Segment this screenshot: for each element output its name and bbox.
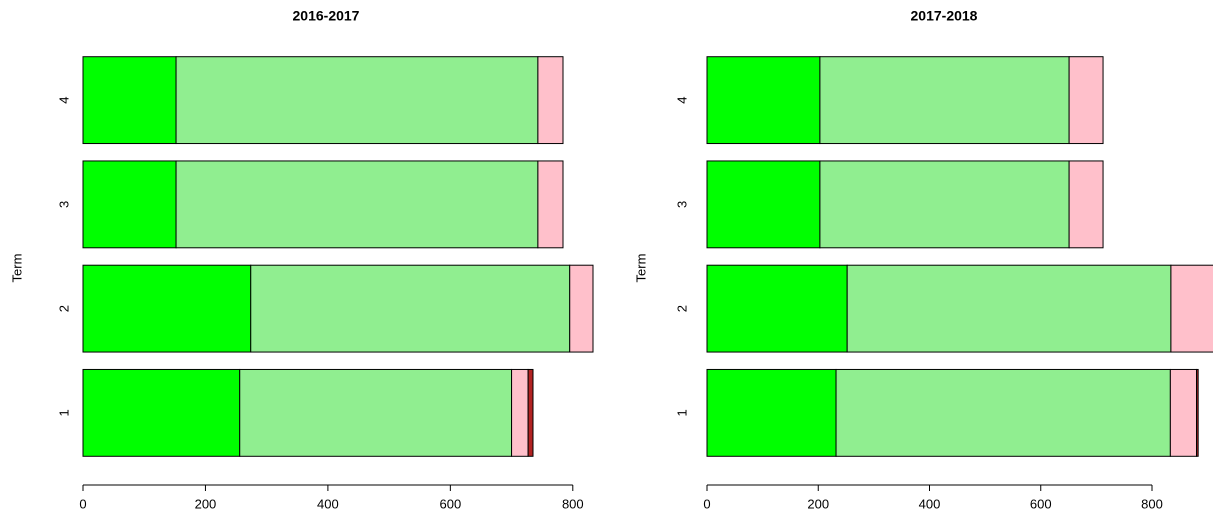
- bar-segment: [537, 160, 564, 249]
- y-tick-label: 2: [56, 305, 71, 312]
- bar-segment: [175, 160, 539, 249]
- x-tick-label: 600: [439, 496, 461, 511]
- bar-segment: [1068, 160, 1104, 249]
- bar-segment: [1169, 368, 1197, 457]
- bar-segment: [527, 368, 534, 457]
- bar-segment: [835, 368, 1171, 457]
- y-tick-label: 3: [674, 201, 689, 208]
- y-tick-label: 2: [674, 305, 689, 312]
- x-tick-label: 800: [562, 496, 584, 511]
- y-axis-label: Term: [9, 254, 24, 283]
- y-tick-label: 3: [56, 201, 71, 208]
- bar-segment: [569, 264, 594, 353]
- bar-segment: [82, 264, 252, 353]
- x-tick-label: 200: [195, 496, 217, 511]
- bar-segment: [706, 264, 848, 353]
- bar-segment: [239, 368, 513, 457]
- bar-segment: [706, 368, 837, 457]
- x-tick-label: 0: [703, 496, 710, 511]
- x-tick-label: 600: [1030, 496, 1052, 511]
- bar-segment: [1170, 264, 1213, 353]
- x-tick-label: 200: [807, 496, 829, 511]
- bar-segment: [250, 264, 571, 353]
- bar-segment: [846, 264, 1172, 353]
- y-axis-label: Term: [633, 254, 648, 283]
- y-tick-label: 1: [674, 409, 689, 416]
- bar-segment: [82, 56, 177, 145]
- y-tick-label: 4: [674, 97, 689, 104]
- bar-segment: [175, 56, 539, 145]
- x-tick-label: 800: [1141, 496, 1163, 511]
- bar-segment: [1068, 56, 1104, 145]
- y-tick-label: 1: [56, 409, 71, 416]
- bar-segment: [82, 160, 177, 249]
- x-tick-label: 400: [317, 496, 339, 511]
- bar-segment: [82, 368, 241, 457]
- bar-segment: [1196, 368, 1199, 457]
- bar-segment: [537, 56, 564, 145]
- bar-segment: [819, 160, 1070, 249]
- x-tick-label: 400: [919, 496, 941, 511]
- chart-title: 2016-2017: [293, 8, 360, 24]
- bar-segment: [706, 56, 821, 145]
- x-tick-label: 0: [79, 496, 86, 511]
- bar-segment: [706, 160, 821, 249]
- chart-title: 2017-2018: [911, 8, 978, 24]
- bar-segment: [819, 56, 1070, 145]
- y-tick-label: 4: [56, 97, 71, 104]
- bar-segment: [511, 368, 529, 457]
